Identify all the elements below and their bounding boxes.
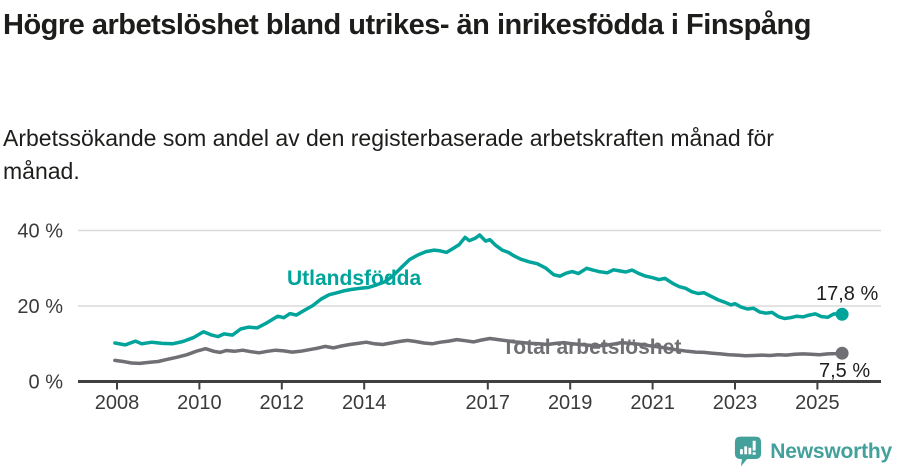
page-title: Högre arbetslöshet bland utrikes- än inr… (3, 9, 811, 41)
x-tick-label-2025: 2025 (795, 392, 840, 414)
x-tick-label-2023: 2023 (713, 392, 758, 414)
x-tick-label-2014: 2014 (342, 392, 387, 414)
x-tick-label-2017: 2017 (466, 392, 511, 414)
series-label-utlandsfodda: Utlandsfödda (287, 267, 421, 290)
series-total-arbetsloshet (113, 336, 849, 366)
x-tick-label-2021: 2021 (630, 392, 675, 414)
y-axis: 0 % 20 % 40 % (17, 221, 63, 394)
newsworthy-brand: Newsworthy (734, 435, 892, 468)
end-value-label-total: 7,5 % (819, 360, 870, 382)
x-axis: 2008 2010 2012 2014 2017 2019 2021 2023 2025 (78, 380, 881, 414)
y-tick-label-40: 40 % (17, 221, 63, 243)
y-tick-label-20: 20 % (17, 296, 63, 318)
chart-subtitle: Arbetssökande som andel av den registerb… (3, 125, 774, 184)
newsworthy-brand-text: Newsworthy (770, 439, 892, 463)
x-tick-label-2010: 2010 (177, 392, 222, 414)
x-tick-label-2019: 2019 (548, 392, 593, 414)
end-dot-1 (835, 346, 849, 360)
end-value-label-utlandsfodda: 17,8 % (816, 283, 878, 305)
gridlines (78, 229, 881, 307)
line-0 (113, 233, 844, 347)
end-dot-0 (835, 307, 849, 321)
y-tick-label-0: 0 % (29, 372, 64, 394)
newsworthy-logo-icon (735, 436, 762, 467)
x-tick-label-2008: 2008 (95, 392, 140, 414)
line-1 (113, 336, 844, 366)
series-label-total-arbetsloshet: Total arbetslöshet (502, 336, 681, 359)
x-tick-label-2012: 2012 (260, 392, 305, 414)
series-utlandsfodda (113, 233, 849, 347)
